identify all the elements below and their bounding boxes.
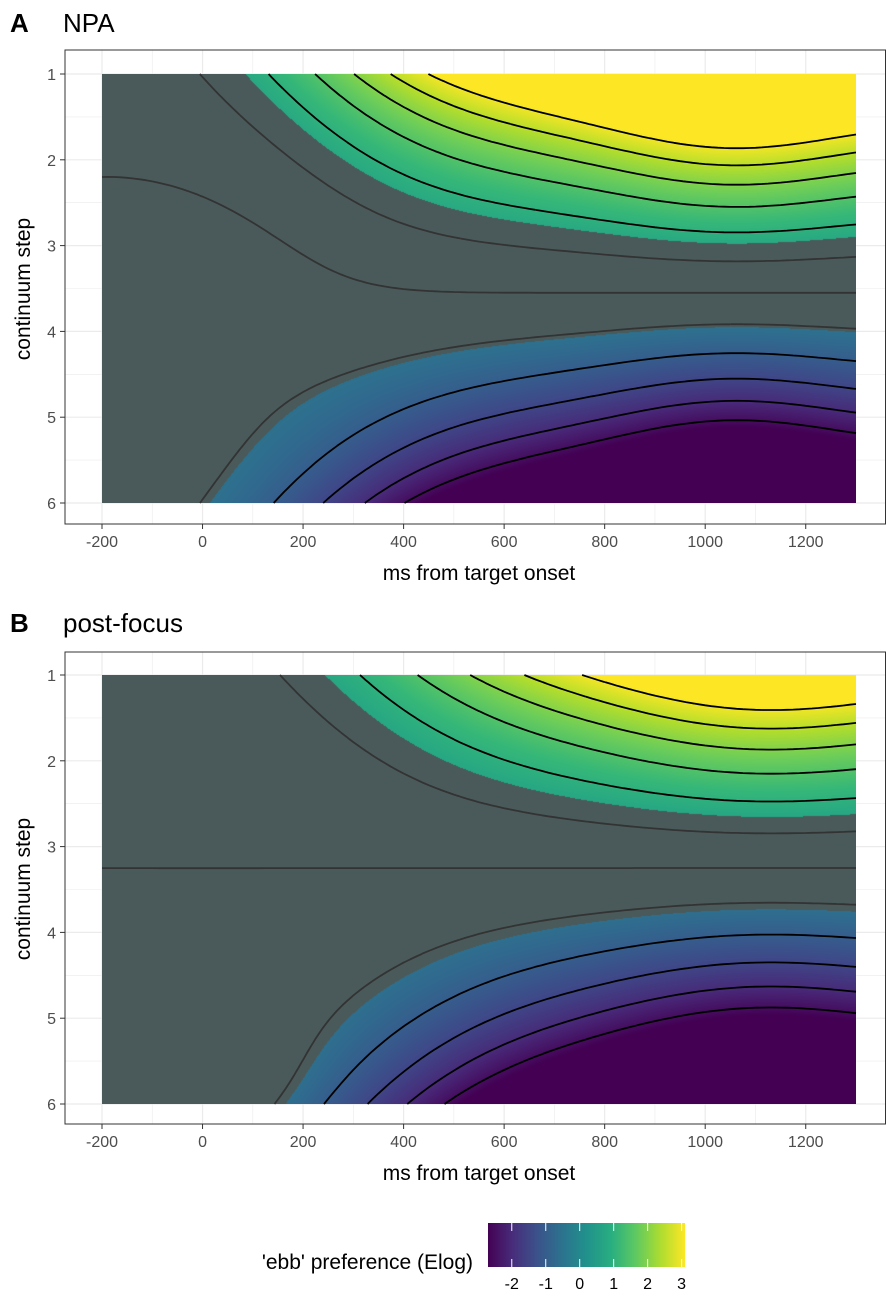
x-tick-label: 1000	[687, 534, 723, 551]
contour-lines-a	[101, 73, 857, 504]
y-tick-label: 4	[47, 324, 56, 341]
contour-line	[443, 1006, 857, 1105]
panel-a: A NPA -200 0 200 400 600 800 1000 1200 1 2 3 4 5 6 m…	[10, 8, 886, 585]
y-tick-label: 3	[47, 239, 56, 256]
x-tick-label: 1200	[788, 1134, 824, 1151]
colorbar-tick-label: 2	[643, 1276, 652, 1293]
y-axis-b: 1 2 3 4 5 6	[47, 668, 65, 1114]
contour-line	[273, 352, 857, 504]
y-axis-title-b: continuum step	[12, 818, 35, 960]
panel-tag-b: B	[10, 608, 29, 638]
x-tick-label: -200	[86, 534, 118, 551]
x-tick-label: 200	[290, 1134, 317, 1151]
x-axis-a: -200 0 200 400 600 800 1000 1200	[86, 524, 824, 551]
x-tick-label: 800	[591, 534, 618, 551]
x-tick-label: 1200	[788, 534, 824, 551]
contour-line	[279, 674, 857, 835]
contour-line	[524, 674, 857, 730]
contour-line	[199, 323, 857, 504]
contour-line	[417, 674, 857, 775]
colorbar-tick-label: 1	[609, 1276, 618, 1293]
heatmap-b	[102, 675, 856, 1104]
x-tick-label: 1000	[687, 1134, 723, 1151]
contour-line	[199, 73, 857, 263]
y-axis-a: 1 2 3 4 5 6	[47, 67, 65, 513]
contour-line	[314, 73, 857, 208]
contour-line	[273, 901, 857, 1105]
panel-title-b: post-focus	[63, 608, 183, 638]
x-axis-b: -200 0 200 400 600 800 1000 1200	[86, 1124, 824, 1151]
legend-title: 'ebb' preference (Elog)	[262, 1251, 473, 1274]
y-tick-label: 4	[47, 925, 56, 942]
x-tick-label: -200	[86, 1134, 118, 1151]
y-tick-label: 1	[47, 668, 56, 685]
contour-line	[101, 176, 856, 294]
contour-line	[390, 73, 857, 167]
x-tick-label: 600	[491, 534, 518, 551]
contour-line	[469, 674, 857, 751]
y-tick-label: 6	[47, 496, 56, 513]
y-tick-label: 2	[47, 754, 56, 771]
contour-line	[404, 419, 857, 504]
panel-b: B post-focus -200 0 200 400 600 800 1000 1200 1…	[10, 608, 886, 1185]
colorbar-legend: 'ebb' preference (Elog) -2 -1 0 1 2 3	[262, 1223, 686, 1293]
contour-line	[353, 73, 857, 186]
x-tick-label: 800	[591, 1134, 618, 1151]
contour-line	[406, 985, 857, 1105]
heatmap-a	[102, 74, 856, 503]
y-tick-label: 3	[47, 840, 56, 857]
x-tick-label: 200	[290, 534, 317, 551]
colorbar-tick-label: -2	[505, 1276, 519, 1293]
heatmap-image-a	[102, 74, 856, 503]
colorbar	[488, 1223, 685, 1267]
colorbar-tick-label: 0	[575, 1276, 584, 1293]
colorbar-ticks: -2 -1 0 1 2 3	[505, 1223, 686, 1293]
y-tick-label: 5	[47, 410, 56, 427]
contour-line	[366, 961, 857, 1105]
colorbar-tick-label: -1	[539, 1276, 553, 1293]
contour-lines-b	[102, 674, 857, 1105]
x-axis-title-b: ms from target onset	[383, 1162, 576, 1185]
y-tick-label: 1	[47, 67, 56, 84]
contour-line	[364, 399, 857, 504]
heatmap-image-b	[102, 675, 856, 1104]
x-tick-label: 0	[198, 1134, 207, 1151]
y-axis-title-a: continuum step	[12, 218, 35, 360]
colorbar-tick-label: 3	[677, 1276, 686, 1293]
panel-tag-a: A	[10, 8, 29, 38]
contour-line	[322, 377, 857, 504]
panel-title-a: NPA	[63, 8, 115, 38]
x-tick-label: 0	[198, 534, 207, 551]
x-axis-title-a: ms from target onset	[383, 562, 576, 585]
x-tick-label: 400	[390, 534, 417, 551]
y-tick-label: 5	[47, 1011, 56, 1028]
contour-line	[267, 73, 857, 234]
y-tick-label: 6	[47, 1097, 56, 1114]
x-tick-label: 600	[491, 1134, 518, 1151]
contour-line	[427, 73, 857, 150]
x-tick-label: 400	[390, 1134, 417, 1151]
y-tick-label: 2	[47, 153, 56, 170]
contour-line	[359, 674, 857, 803]
contour-line	[323, 933, 857, 1105]
contour-line	[581, 674, 857, 711]
